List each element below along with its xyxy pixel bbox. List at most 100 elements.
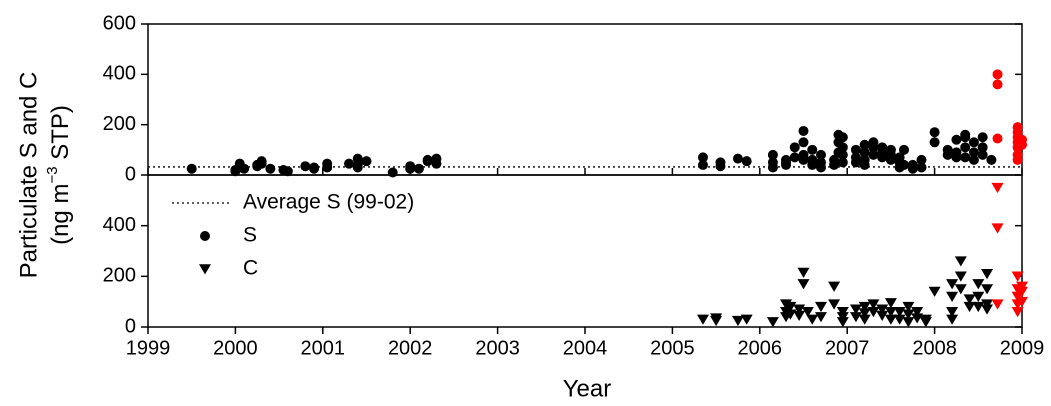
point (322, 158, 333, 169)
x-tick-label: 2000 (213, 337, 258, 359)
point (868, 142, 879, 153)
point (977, 132, 988, 143)
point (696, 314, 709, 325)
point (946, 307, 959, 318)
point (884, 298, 897, 309)
point (309, 162, 320, 173)
point (884, 307, 897, 318)
point (951, 152, 962, 163)
point (991, 223, 1004, 234)
point (963, 294, 976, 305)
point (858, 314, 871, 325)
point (850, 157, 861, 168)
point (715, 161, 726, 172)
point (946, 279, 959, 290)
y-axis-label: Particulate S and C (15, 72, 42, 279)
x-tick-label: 2009 (1000, 337, 1045, 359)
point (981, 284, 994, 295)
point (413, 163, 424, 174)
point (850, 144, 861, 155)
point (1011, 307, 1024, 318)
point (829, 159, 840, 170)
y-tick-label: 0 (125, 163, 136, 185)
point (858, 308, 871, 319)
point (815, 149, 826, 160)
point (814, 301, 827, 313)
point (968, 154, 979, 165)
point (815, 162, 826, 173)
point (954, 271, 967, 282)
point (899, 159, 910, 170)
point (836, 317, 849, 328)
x-tick-label: 2002 (388, 337, 433, 359)
point (911, 313, 924, 324)
point (186, 163, 197, 174)
point (867, 299, 880, 310)
point (239, 163, 250, 174)
point (991, 182, 1004, 194)
point (986, 154, 997, 165)
point (798, 125, 809, 136)
point (352, 162, 363, 173)
point (885, 154, 896, 165)
point (1012, 154, 1023, 165)
unit-part: (ng m (47, 184, 74, 245)
unit-part: STP) (47, 105, 74, 166)
point (884, 314, 897, 325)
y-tick-label: 600 (103, 12, 136, 34)
point (837, 157, 848, 168)
point (828, 281, 841, 292)
point (300, 161, 311, 172)
point (405, 161, 416, 172)
point (992, 79, 1003, 90)
point (387, 167, 398, 178)
point (814, 312, 827, 323)
point (256, 158, 267, 169)
point (977, 149, 988, 160)
point (849, 312, 862, 323)
point (781, 159, 792, 170)
point (361, 156, 372, 167)
x-tick-label: 2008 (912, 337, 957, 359)
point (741, 156, 752, 167)
point (740, 314, 753, 325)
point (968, 147, 979, 158)
point (960, 152, 971, 163)
y-tick-label: 400 (103, 214, 136, 236)
point (902, 301, 915, 313)
x-tick-label: 2004 (563, 337, 608, 359)
point (1017, 139, 1027, 150)
point (916, 154, 927, 165)
legend-label: Average S (99-02) (243, 191, 414, 214)
x-tick-label: 2006 (738, 337, 783, 359)
point (876, 310, 889, 321)
x-tick-label: 2003 (475, 337, 520, 359)
point (801, 307, 814, 318)
point (867, 307, 880, 318)
point (972, 301, 985, 313)
point (902, 309, 915, 320)
point (859, 159, 870, 170)
point (784, 309, 797, 320)
point (981, 269, 994, 280)
point (797, 267, 810, 278)
point (919, 317, 932, 328)
point (946, 291, 959, 302)
legend-marker (200, 231, 210, 241)
legend-marker (199, 264, 211, 275)
point (766, 317, 779, 328)
x-tick-label: 2005 (650, 337, 695, 359)
point (828, 299, 841, 310)
point (963, 301, 976, 313)
y-axis-unit: (ng m−3 STP) (44, 105, 74, 245)
point (928, 286, 941, 297)
point (960, 132, 971, 143)
point (960, 142, 971, 153)
point (807, 159, 818, 170)
point (422, 154, 433, 165)
y-tick-label: 400 (103, 63, 136, 85)
point (859, 147, 870, 158)
point (767, 149, 778, 160)
point (946, 314, 959, 325)
point (1016, 281, 1028, 292)
